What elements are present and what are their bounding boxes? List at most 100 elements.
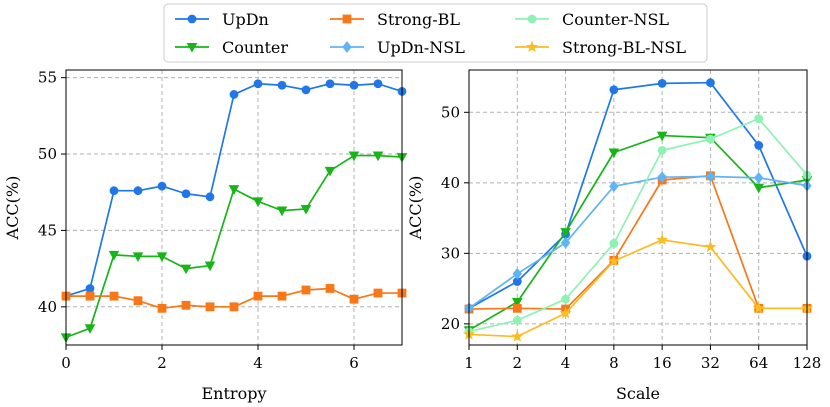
data-point	[560, 228, 571, 238]
x-tick-label: 64	[749, 354, 768, 372]
legend-item-counter: Counter	[175, 38, 288, 57]
data-point	[560, 236, 571, 249]
data-point	[205, 302, 215, 312]
data-point	[253, 291, 263, 301]
data-point	[204, 261, 216, 272]
data-point	[228, 185, 240, 195]
data-point	[372, 151, 384, 162]
y-axis-label: ACC(%)	[406, 176, 425, 241]
data-point	[205, 192, 215, 202]
series-line	[468, 117, 808, 333]
y-tick-label: 40	[441, 174, 460, 192]
data-point	[706, 134, 715, 144]
y-tick-label: 20	[441, 315, 460, 333]
series-line	[468, 175, 808, 310]
legend-label: Strong-BL	[377, 10, 460, 29]
series-line	[468, 239, 807, 338]
series-line	[468, 174, 807, 310]
data-point	[656, 131, 668, 142]
series-strong-bl-nsl	[462, 233, 814, 342]
legend-item-strong-bl-nsl: Strong-BL-NSL	[515, 38, 686, 57]
legend-marker	[527, 14, 537, 24]
x-tick-label: 2	[513, 354, 523, 372]
data-point	[609, 85, 619, 95]
data-point	[657, 78, 667, 88]
x-axis-label: Scale	[616, 384, 660, 403]
x-tick-label: 6	[349, 354, 359, 372]
data-point	[109, 291, 119, 301]
data-point	[348, 151, 360, 162]
data-point	[657, 171, 667, 184]
y-tick-label: 55	[38, 69, 57, 87]
y-tick-label: 30	[441, 244, 460, 262]
data-point	[85, 291, 95, 301]
series-line	[468, 81, 808, 310]
x-tick-label: 8	[609, 354, 619, 372]
legend: UpDn Counter Strong-BL UpDn-NSL Counter-NSL S…	[163, 3, 708, 63]
x-tick-label: 4	[253, 354, 263, 372]
legend-frame	[163, 3, 708, 63]
data-point	[609, 239, 619, 248]
axes-frame	[65, 69, 403, 346]
y-tick-label: 50	[441, 103, 460, 121]
data-point	[325, 79, 335, 89]
legend-marker	[342, 41, 352, 53]
x-tick-label: 32	[701, 354, 720, 372]
x-tick-label: 2	[157, 354, 167, 372]
series-counter	[60, 151, 408, 343]
data-point	[157, 181, 167, 191]
data-point	[561, 294, 570, 304]
data-point	[156, 252, 168, 263]
data-point	[85, 284, 95, 293]
data-point	[324, 166, 336, 177]
data-point	[512, 315, 522, 325]
legend-marker	[342, 14, 352, 24]
legend-marker	[525, 40, 539, 53]
legend-marker	[187, 14, 197, 24]
data-point	[609, 180, 619, 193]
legend-label: Strong-BL-NSL	[562, 38, 686, 57]
data-point	[706, 78, 715, 88]
data-point	[157, 303, 167, 313]
x-tick-label: 4	[561, 354, 571, 372]
y-tick-label: 45	[38, 221, 57, 239]
data-point	[559, 306, 572, 319]
y-tick-label: 50	[38, 145, 57, 163]
data-point	[181, 189, 191, 199]
series-updn-nsl	[464, 170, 812, 315]
x-tick-label: 16	[653, 354, 672, 372]
legend-label: UpDn	[222, 10, 269, 29]
data-point	[253, 79, 263, 89]
data-point	[301, 285, 311, 295]
y-axis-label: ACC(%)	[3, 176, 22, 241]
data-point	[754, 141, 764, 150]
entropy-chart: 0 2 4 6 40 45 50 55 Entropy ACC(%)	[3, 69, 408, 403]
data-point	[607, 254, 620, 267]
data-point	[349, 80, 359, 90]
data-point	[704, 240, 717, 253]
x-tick-label: 128	[793, 354, 822, 372]
data-point	[754, 114, 764, 124]
data-point	[608, 148, 620, 159]
x-tick-label: 0	[61, 354, 71, 372]
scale-chart: 1 2 4 8 16 32 64 128 20 30 40 50 Scale ACC(%)	[406, 69, 822, 403]
series-line	[468, 134, 808, 331]
data-point	[512, 303, 522, 313]
data-point	[180, 264, 192, 275]
data-point	[133, 186, 143, 196]
y-tick-label: 40	[38, 298, 57, 316]
legend-label: UpDn-NSL	[377, 38, 465, 57]
data-point	[512, 297, 523, 308]
data-point	[84, 324, 96, 334]
data-point	[132, 252, 144, 263]
data-point	[325, 284, 335, 293]
data-point	[349, 294, 359, 304]
data-point	[252, 197, 264, 208]
data-point	[108, 250, 120, 261]
data-point	[229, 90, 239, 99]
data-point	[511, 330, 524, 342]
axes-frame	[468, 69, 808, 346]
data-point	[373, 79, 383, 89]
data-point	[276, 206, 288, 217]
